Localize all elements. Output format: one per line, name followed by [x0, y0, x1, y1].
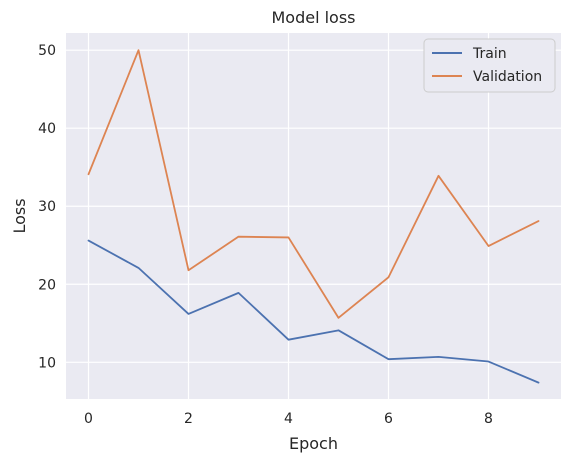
y-tick-labels: 10 20 30 40 50 — [38, 43, 56, 371]
x-tick-label: 4 — [284, 411, 293, 427]
chart-title: Model loss — [271, 8, 355, 27]
series-layer — [87, 49, 540, 384]
x-tick-labels: 0 2 4 6 8 — [84, 411, 493, 427]
x-axis-label: Epoch — [289, 434, 338, 453]
y-tick-label: 50 — [38, 43, 56, 59]
x-tick-label: 0 — [84, 411, 93, 427]
y-axis-label: Loss — [10, 198, 29, 233]
legend: Train Validation — [423, 38, 556, 93]
x-tick-label: 2 — [184, 411, 193, 427]
series-line-train — [87, 239, 540, 384]
y-tick-label: 40 — [38, 121, 56, 137]
legend-label-train: Train — [472, 46, 507, 62]
x-tick-label: 8 — [484, 411, 493, 427]
legend-label-validation: Validation — [473, 69, 542, 85]
y-tick-label: 30 — [38, 199, 56, 215]
y-tick-label: 20 — [38, 277, 56, 293]
series-line-validation — [87, 49, 540, 319]
y-tick-label: 10 — [38, 355, 56, 371]
x-tick-label: 6 — [384, 411, 393, 427]
